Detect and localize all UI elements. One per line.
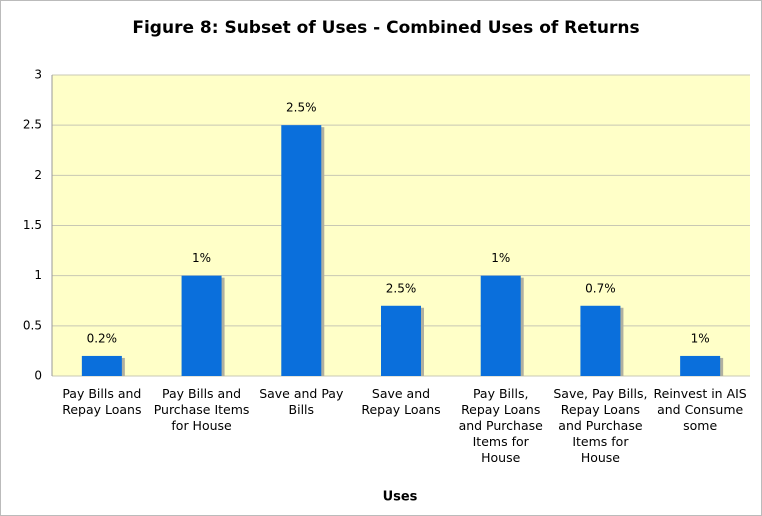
x-axis-label: Uses	[383, 490, 418, 505]
data-annotation: 1%	[691, 331, 710, 345]
x-tick-label: Reinvest in AIS and Consume some	[653, 386, 747, 433]
data-annotation: 1%	[491, 251, 510, 265]
bar	[81, 355, 122, 376]
x-tick-label: Pay Bills and Purchase Items for House	[153, 386, 250, 433]
x-tick-label: Save and Repay Loans	[361, 386, 441, 417]
x-tick-label: Pay Bills, Repay Loans and Purchase Item…	[458, 386, 543, 465]
y-tick-label: 0	[34, 369, 42, 383]
x-tick-label: Save and Pay Bills	[259, 386, 344, 417]
bar	[580, 305, 621, 376]
bar	[281, 125, 322, 377]
bar	[181, 275, 222, 376]
x-tick-label: Save, Pay Bills, Repay Loans and Purchas…	[553, 386, 648, 465]
bar	[680, 355, 721, 376]
x-tick-label: Pay Bills and Repay Loans	[62, 386, 142, 417]
y-tick-label: 3	[34, 68, 42, 82]
chart-title: Figure 8: Subset of Uses - Combined Uses…	[132, 18, 639, 38]
data-annotation: 2.5%	[286, 101, 317, 115]
y-tick-label: 2.5	[23, 118, 42, 132]
y-tick-label: 0.5	[23, 318, 42, 332]
y-tick-label: 2	[34, 168, 42, 182]
data-annotation: 0.2%	[87, 331, 118, 345]
bar	[381, 305, 421, 376]
bar	[480, 275, 521, 376]
data-annotation: 2.5%	[386, 281, 417, 295]
y-tick-label: 1.5	[23, 218, 42, 232]
data-annotation: 1%	[192, 251, 211, 265]
y-tick-label: 1	[34, 268, 42, 282]
data-annotation: 0.7%	[585, 281, 616, 295]
